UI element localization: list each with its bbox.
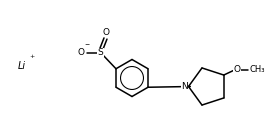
Text: O: O (234, 65, 241, 74)
Text: S: S (98, 48, 103, 57)
Text: +: + (29, 55, 35, 60)
Text: CH₃: CH₃ (250, 65, 265, 74)
Text: N: N (181, 82, 188, 91)
Text: Li: Li (18, 61, 26, 71)
Text: −: − (84, 42, 90, 47)
Text: O: O (103, 28, 110, 37)
Text: O: O (77, 48, 84, 57)
